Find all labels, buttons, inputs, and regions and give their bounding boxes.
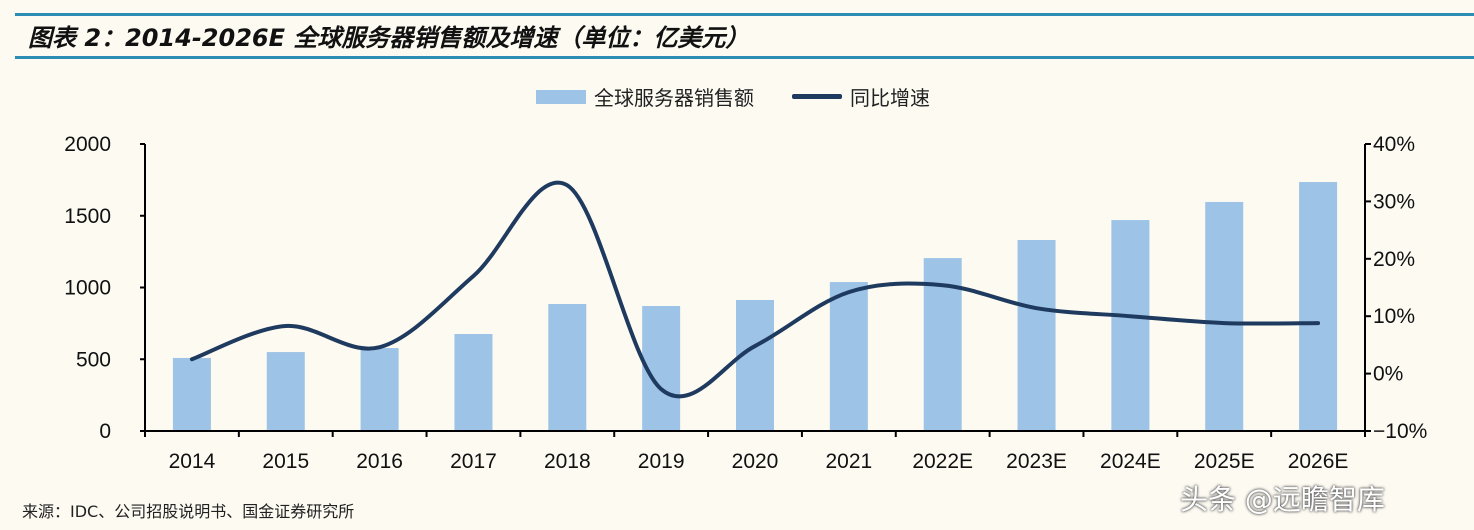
bar-2025E	[1205, 201, 1244, 431]
x-tick-label: 2016	[356, 450, 403, 473]
bar-2014	[172, 357, 211, 431]
right-tick-label: 10%	[1373, 305, 1415, 328]
right-tick-label: 30%	[1373, 190, 1415, 213]
watermark: 头条 @远瞻智库	[1180, 483, 1385, 516]
bar-2015	[266, 352, 305, 431]
legend-line-label: 同比增速	[850, 86, 930, 110]
chart-title: 图表 2：2014-2026E 全球服务器销售额及增速（单位：亿美元）	[28, 24, 750, 52]
source-note: 来源：IDC、公司招股说明书、国金证券研究所	[22, 502, 355, 521]
x-tick-label: 2023E	[1006, 450, 1067, 473]
x-tick-label: 2024E	[1100, 450, 1161, 473]
legend: 全球服务器销售额 同比增速	[536, 82, 930, 111]
legend-line-swatch	[792, 94, 842, 99]
right-tick-label: −10%	[1373, 420, 1427, 443]
right-tick-label: 40%	[1373, 133, 1415, 156]
x-tick-label: 2015	[262, 450, 309, 473]
legend-bar-swatch	[536, 89, 586, 104]
x-tick-label: 2014	[169, 450, 216, 473]
bar-2018	[548, 304, 587, 431]
left-tick-label: 500	[76, 348, 111, 371]
x-tick-label: 2025E	[1194, 450, 1255, 473]
x-tick-label: 2022E	[912, 450, 973, 473]
bar-2023E	[1017, 240, 1056, 431]
bar-2020	[736, 299, 774, 431]
x-tick-label: 2020	[732, 450, 779, 473]
left-tick-label: 2000	[64, 133, 111, 156]
title-rule-top	[15, 13, 1474, 16]
x-tick-label: 2018	[544, 450, 591, 473]
left-tick-label: 1500	[64, 205, 111, 228]
bar-2021	[829, 282, 868, 431]
legend-bar-label: 全球服务器销售额	[594, 86, 754, 110]
x-tick-label: 2021	[825, 450, 872, 473]
left-tick-label: 1000	[64, 277, 111, 300]
right-tick-label: 20%	[1373, 248, 1415, 271]
bar-2026E	[1299, 182, 1338, 431]
bar-2017	[454, 333, 493, 431]
x-tick-label: 2017	[450, 450, 497, 473]
x-tick-label: 2026E	[1288, 450, 1349, 473]
x-tick-label: 2019	[638, 450, 685, 473]
right-tick-label: 0%	[1373, 363, 1403, 386]
bar-2016	[360, 348, 399, 431]
left-tick-label: 0	[99, 420, 111, 443]
bar-2024E	[1111, 220, 1150, 431]
title-rule-bottom	[15, 56, 1474, 59]
